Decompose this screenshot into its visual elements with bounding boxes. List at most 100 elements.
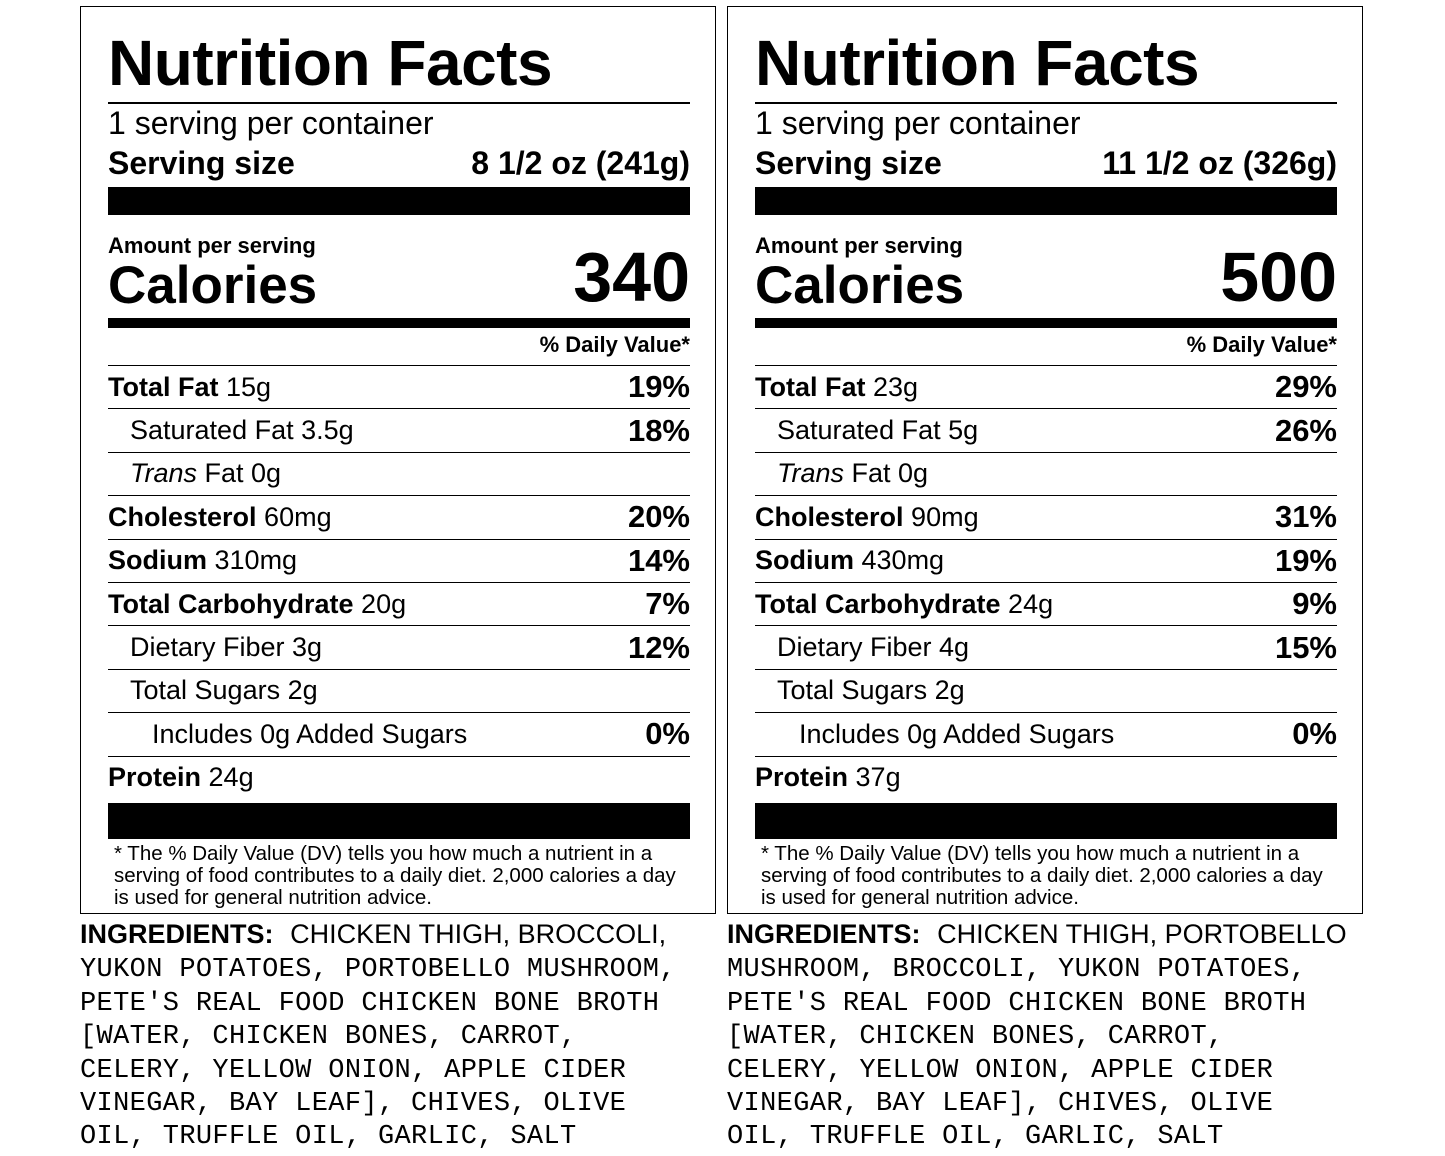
ingredients-line: INGREDIENTS: CHICKEN THIGH, BROCCOLI, <box>80 918 720 954</box>
ingredients-line: VINEGAR, BAY LEAF], CHIVES, OLIVE <box>727 1089 1274 1120</box>
nutrient-amount: 60mg <box>264 501 332 532</box>
thick-divider-top <box>755 187 1337 215</box>
nutrient-amount: Saturated Fat 5g <box>777 415 979 446</box>
nutrient-name: Total Carbohydrate 20g <box>108 589 406 620</box>
nutrient-name: Total Carbohydrate 24g <box>755 589 1053 620</box>
label-title: Nutrition Facts <box>755 27 1200 99</box>
nutrient-name: Total Fat 15g <box>108 372 271 403</box>
nutrient-row: Includes 0g Added Sugars 0% <box>108 712 690 755</box>
serving-size-value: 8 1/2 oz (241g) <box>471 145 690 181</box>
daily-value-footnote: * The % Daily Value (DV) tells you how m… <box>761 842 1323 909</box>
nutrient-name: Cholesterol 90mg <box>755 502 979 533</box>
nutrient-name: Total Fat 23g <box>755 372 918 403</box>
nutrient-amount: 15g <box>226 371 272 402</box>
nutrient-row: Sodium 430mg 19% <box>755 538 1337 582</box>
title-divider <box>755 102 1337 104</box>
amount-per-serving: Amount per serving <box>755 233 963 258</box>
nutrient-name: Saturated Fat 5g <box>777 415 978 446</box>
nutrient-daily-value: 0% <box>1292 716 1337 752</box>
thick-divider-bottom <box>108 803 690 839</box>
nutrient-row: Total Sugars 2g <box>108 668 690 712</box>
nutrient-amount: Dietary Fiber 3g <box>130 632 323 663</box>
nutrient-row: Total Fat 23g 29% <box>755 365 1337 408</box>
nutrient-name: Total Sugars 2g <box>777 675 965 706</box>
nutrient-amount: Fat 0g <box>204 458 282 489</box>
ingredients-line: CELERY, YELLOW ONION, APPLE CIDER <box>80 1055 627 1086</box>
calories-value: 500 <box>1220 238 1337 316</box>
thick-divider-bottom <box>755 803 1337 839</box>
nutrient-name: Trans Fat 0g <box>777 458 928 489</box>
nutrient-name: Sodium 430mg <box>755 545 944 576</box>
ingredients-line: INGREDIENTS: CHICKEN THIGH, PORTOBELLO <box>727 918 1367 954</box>
nutrient-italic-label: Trans <box>130 458 198 489</box>
calories-label: Calories <box>108 256 318 315</box>
nutrient-row: Dietary Fiber 4g 15% <box>755 625 1337 668</box>
nutrient-bold-label: Total Carbohydrate <box>755 588 1001 619</box>
nutrient-name: Includes 0g Added Sugars <box>152 719 467 750</box>
serving-size-row: Serving size 11 1/2 oz (326g) <box>755 145 1337 182</box>
nutrient-daily-value: 14% <box>627 542 690 578</box>
nutrient-amount: Dietary Fiber 4g <box>777 632 970 663</box>
nutrient-amount: 23g <box>873 371 919 402</box>
nutrient-name: Protein 24g <box>108 762 254 793</box>
nutrient-daily-value: 19% <box>627 369 690 405</box>
nutrient-daily-value: 15% <box>1274 629 1337 665</box>
ingredients-line: PETE'S REAL FOOD CHICKEN BONE BROTH <box>80 988 660 1019</box>
ingredients-line: VINEGAR, BAY LEAF], CHIVES, OLIVE <box>80 1089 627 1120</box>
title-divider <box>108 102 690 104</box>
nutrient-amount: Total Sugars 2g <box>777 675 965 706</box>
nutrient-bold-label: Protein <box>755 762 849 793</box>
nutrient-row: Dietary Fiber 3g 12% <box>108 625 690 668</box>
nutrient-row: Cholesterol 60mg 20% <box>108 495 690 538</box>
ingredients-heading: INGREDIENTS: <box>80 919 274 949</box>
nutrient-bold-label: Total Fat <box>755 371 866 402</box>
label-title: Nutrition Facts <box>108 27 553 99</box>
ingredients-line: [WATER, CHICKEN BONES, CARROT, <box>80 1022 577 1053</box>
nutrient-amount: 90mg <box>911 501 979 532</box>
nutrient-row: Sodium 310mg 14% <box>108 538 690 582</box>
daily-value-header: % Daily Value* <box>1186 332 1337 357</box>
nutrient-name: Saturated Fat 3.5g <box>130 415 354 446</box>
nutrient-daily-value: 0% <box>645 716 690 752</box>
nutrient-daily-value: 12% <box>627 629 690 665</box>
nutrient-name: Trans Fat 0g <box>130 458 281 489</box>
nutrient-italic-label: Trans <box>777 458 845 489</box>
serving-size-label: Serving size <box>108 145 295 181</box>
nutrient-row: Saturated Fat 3.5g 18% <box>108 408 690 451</box>
nutrient-amount: 20g <box>361 588 407 619</box>
nutrient-amount: 37g <box>855 762 901 793</box>
nutrient-row: Includes 0g Added Sugars 0% <box>755 712 1337 755</box>
ingredients-line: OIL, TRUFFLE OIL, GARLIC, SALT <box>727 1122 1224 1153</box>
nutrition-facts-label: Nutrition Facts 1 serving per container … <box>80 6 716 914</box>
nutrient-row: Trans Fat 0g <box>755 451 1337 495</box>
nutrient-row: Trans Fat 0g <box>108 451 690 495</box>
nutrient-bold-label: Sodium <box>108 545 207 576</box>
nutrient-amount: 430mg <box>861 545 945 576</box>
nutrient-name: Dietary Fiber 4g <box>777 632 969 663</box>
nutrient-bold-label: Protein <box>108 762 202 793</box>
nutrient-row: Total Carbohydrate 24g 9% <box>755 581 1337 625</box>
nutrient-name: Sodium 310mg <box>108 545 297 576</box>
servings-per-container: 1 serving per container <box>108 105 434 141</box>
nutrient-bold-label: Sodium <box>755 545 854 576</box>
thick-divider-top <box>108 187 690 215</box>
nutrient-bold-label: Cholesterol <box>755 501 904 532</box>
ingredients-line: MUSHROOM, BROCCOLI, YUKON POTATOES, <box>727 955 1307 986</box>
ingredients-line: YUKON POTATOES, PORTOBELLO MUSHROOM, <box>80 955 676 986</box>
ingredients-list: INGREDIENTS: CHICKEN THIGH, BROCCOLI, YUK… <box>80 918 720 1155</box>
calories-label: Calories <box>755 256 965 315</box>
serving-size-value: 11 1/2 oz (326g) <box>1102 145 1337 181</box>
medium-divider <box>108 318 690 328</box>
nutrient-row: Saturated Fat 5g 26% <box>755 408 1337 451</box>
nutrient-name: Dietary Fiber 3g <box>130 632 322 663</box>
ingredients-line: OIL, TRUFFLE OIL, GARLIC, SALT <box>80 1122 577 1153</box>
nutrient-row: Protein 37g <box>755 755 1337 799</box>
serving-size-label: Serving size <box>755 145 942 181</box>
daily-value-header: % Daily Value* <box>539 332 690 357</box>
nutrient-row: Total Fat 15g 19% <box>108 365 690 408</box>
daily-value-footnote: * The % Daily Value (DV) tells you how m… <box>114 842 676 909</box>
calories-row: Calories 500 <box>755 241 1337 312</box>
nutrient-row: Protein 24g <box>108 755 690 799</box>
nutrient-amount: Total Sugars 2g <box>130 675 318 706</box>
ingredients-text: CHICKEN THIGH, PORTOBELLO <box>937 919 1347 949</box>
